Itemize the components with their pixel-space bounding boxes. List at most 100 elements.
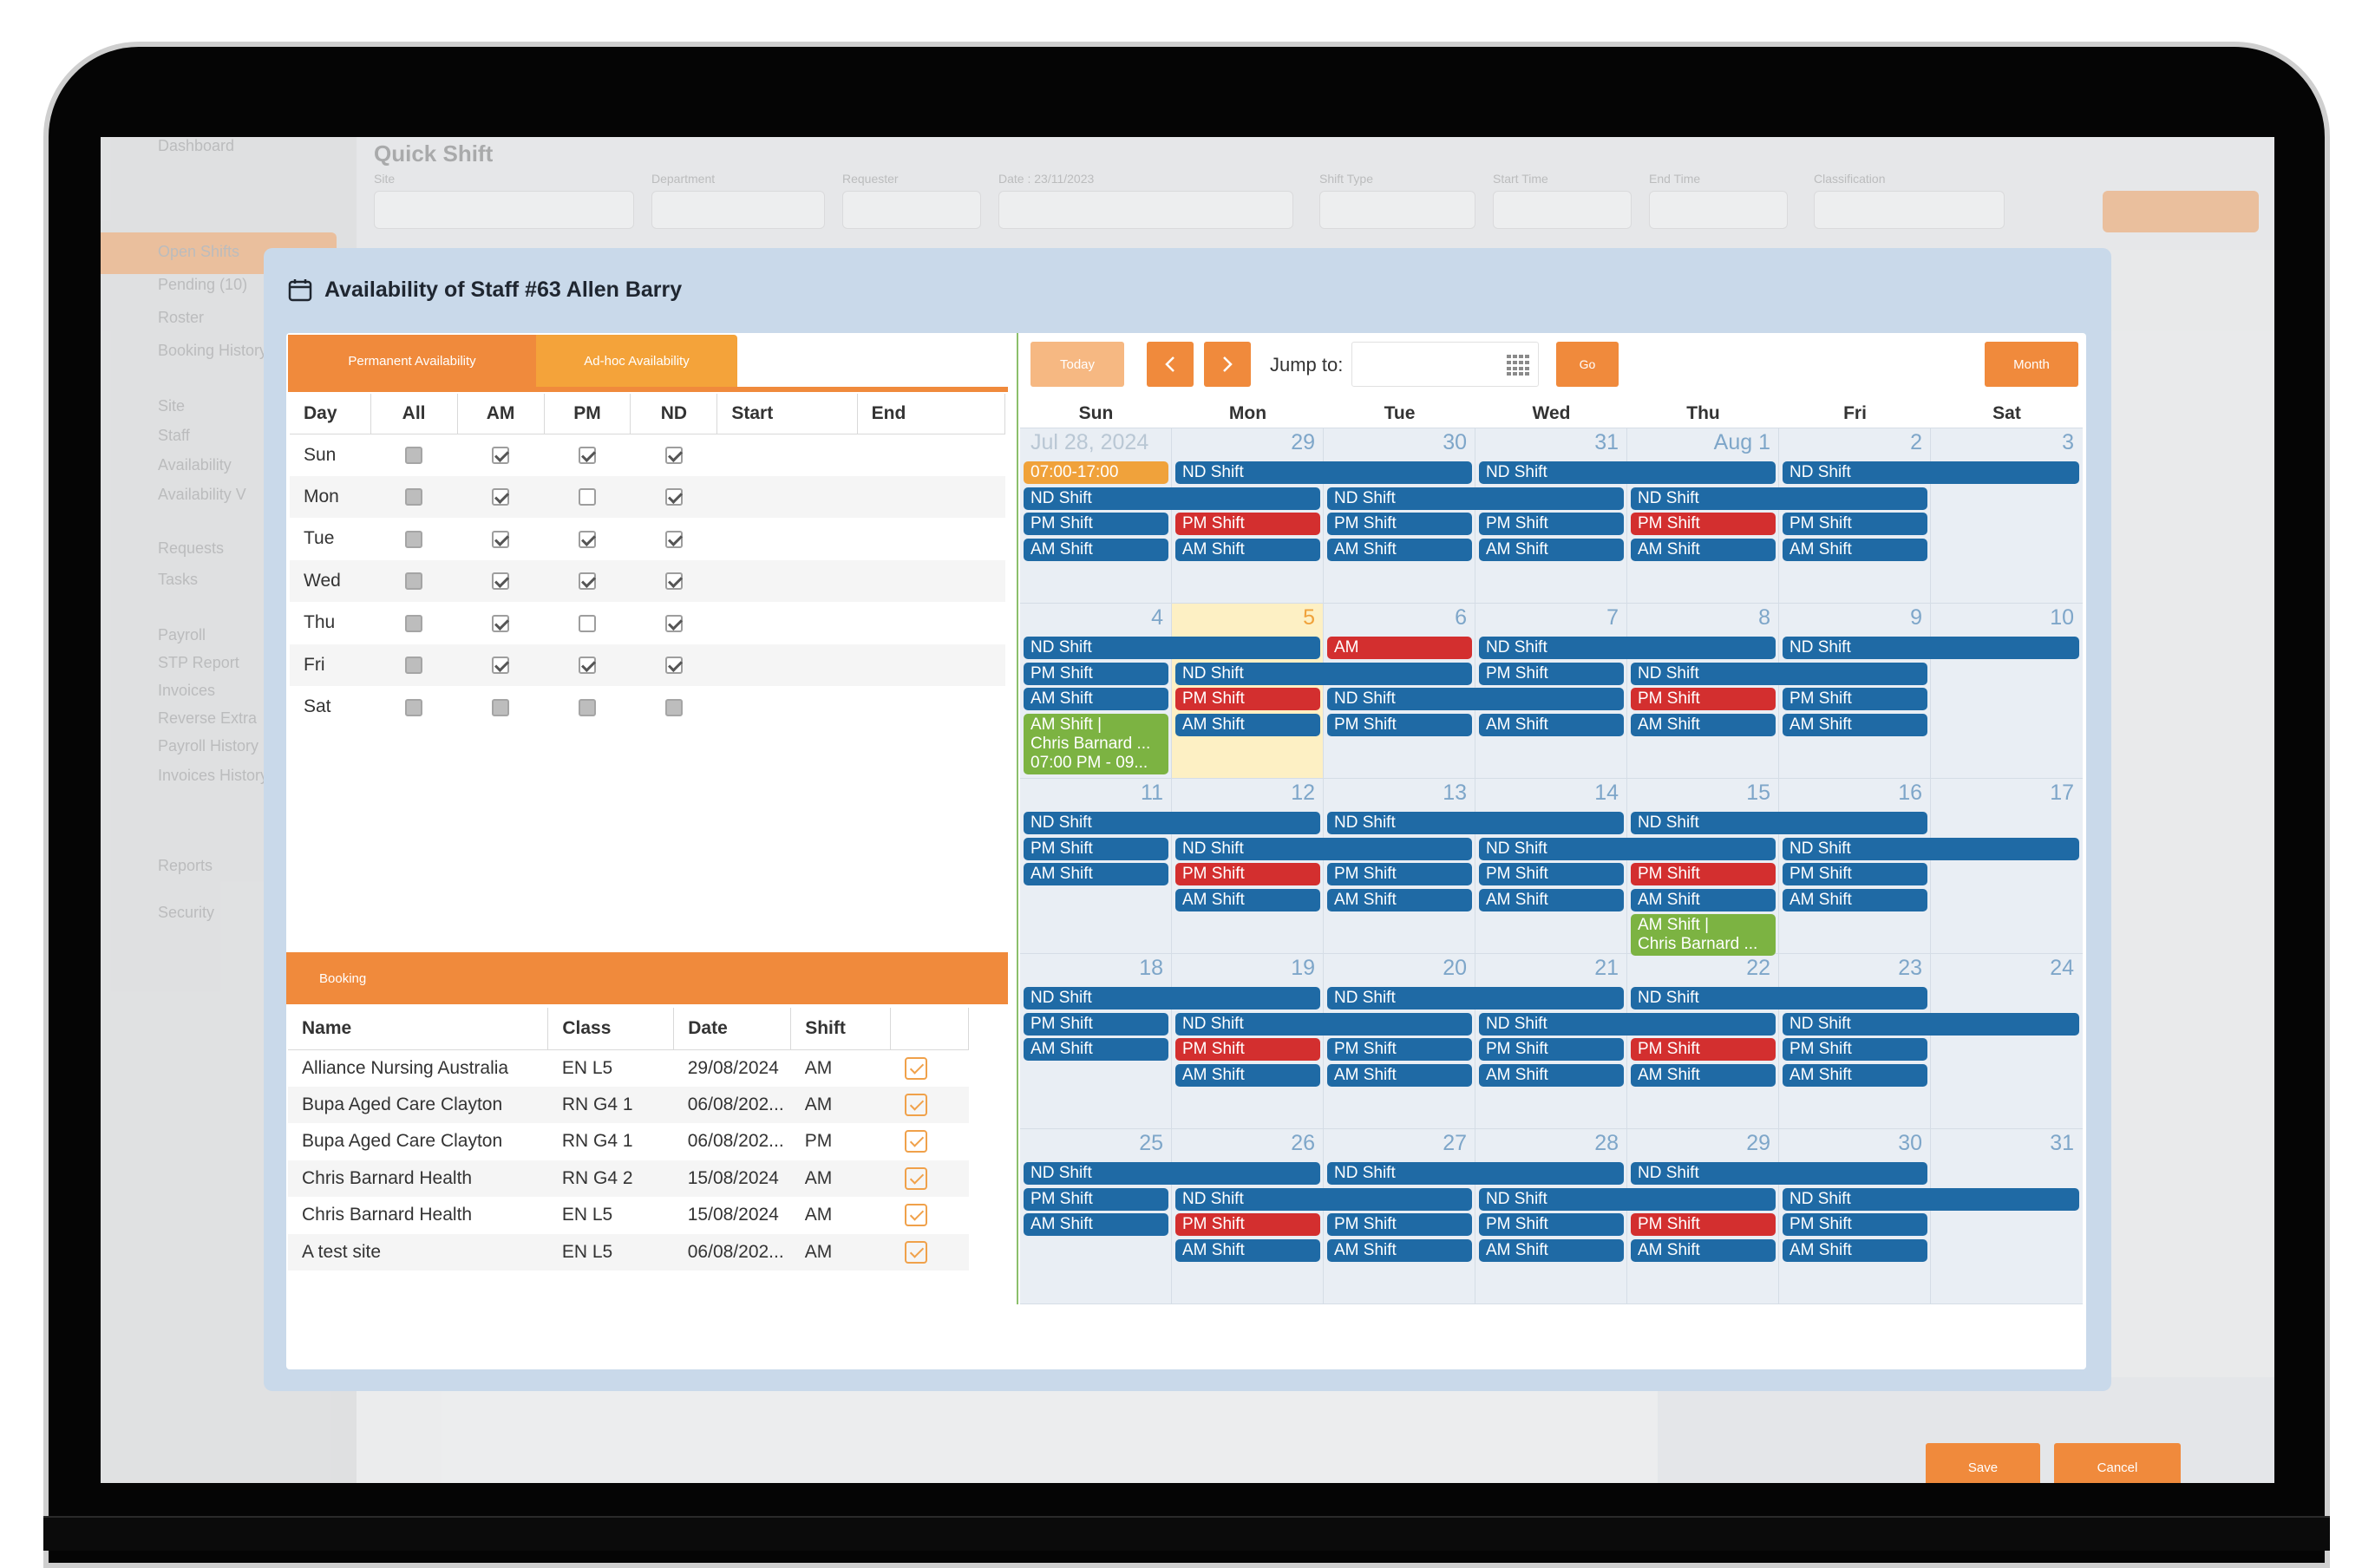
- shift-event[interactable]: PM Shift: [1631, 513, 1776, 535]
- availability-checkbox-all[interactable]: [405, 572, 423, 591]
- availability-start-cell[interactable]: [716, 475, 858, 518]
- availability-checkbox-all[interactable]: [405, 530, 423, 548]
- shift-event[interactable]: AM Shift: [1631, 888, 1776, 911]
- shift-event[interactable]: PM Shift: [1327, 713, 1472, 736]
- shift-event[interactable]: ND Shift: [1631, 662, 1927, 685]
- shift-event[interactable]: AM Shift: [1175, 888, 1320, 911]
- shift-event[interactable]: ND Shift: [1479, 1012, 1776, 1036]
- shift-event[interactable]: AM Shift: [1479, 1063, 1624, 1087]
- calendar-day-cell[interactable]: [1931, 1129, 2083, 1304]
- shift-event[interactable]: PM Shift: [1783, 1038, 1927, 1061]
- calendar-day-cell[interactable]: [1931, 954, 2083, 1129]
- calendar-day-cell[interactable]: [1931, 428, 2083, 604]
- shift-event[interactable]: ND Shift: [1479, 837, 1776, 860]
- shift-event[interactable]: PM Shift: [1631, 688, 1776, 710]
- shift-event[interactable]: AM Shift: [1024, 688, 1168, 710]
- shift-event[interactable]: PM Shift: [1631, 1213, 1776, 1236]
- shift-event[interactable]: PM Shift: [1024, 837, 1168, 860]
- shift-event[interactable]: AM Shift: [1327, 888, 1472, 911]
- booking-row[interactable]: Alliance Nursing Australia EN L5 29/08/202…: [288, 1049, 969, 1087]
- booking-row[interactable]: Bupa Aged Care Clayton RN G4 1 06/08/202..…: [288, 1123, 969, 1160]
- availability-checkbox-all[interactable]: [405, 657, 423, 675]
- shift-event[interactable]: ND Shift: [1175, 1187, 1472, 1211]
- shift-event[interactable]: ND Shift: [1631, 812, 1927, 834]
- shift-event[interactable]: ND Shift: [1024, 812, 1320, 834]
- availability-checkbox-all[interactable]: [405, 614, 423, 632]
- shift-event[interactable]: ND Shift: [1479, 637, 1776, 659]
- shift-event[interactable]: ND Shift: [1327, 688, 1624, 710]
- shift-event[interactable]: AM Shift: [1631, 538, 1776, 561]
- availability-end-cell[interactable]: [857, 559, 1005, 602]
- availability-checkbox-am[interactable]: [492, 698, 510, 716]
- shift-event[interactable]: PM Shift: [1783, 513, 1927, 535]
- availability-end-cell[interactable]: [857, 644, 1005, 686]
- shift-event[interactable]: AM Shift: [1024, 1038, 1168, 1061]
- previous-month-button[interactable]: [1147, 342, 1194, 387]
- availability-checkbox-pm[interactable]: [578, 572, 596, 591]
- availability-checkbox-nd[interactable]: [664, 530, 683, 548]
- shift-event[interactable]: PM Shift: [1327, 1213, 1472, 1236]
- calendar-day-cell[interactable]: [1931, 604, 2083, 779]
- shift-event[interactable]: AM Shift: [1479, 888, 1624, 911]
- shift-event[interactable]: AM Shift: [1024, 538, 1168, 561]
- shift-event[interactable]: PM Shift: [1024, 513, 1168, 535]
- shift-event[interactable]: AM Shift: [1783, 538, 1927, 561]
- shift-event[interactable]: AM Shift: [1327, 538, 1472, 561]
- shift-event[interactable]: AM Shift: [1024, 863, 1168, 885]
- availability-checkbox-nd[interactable]: [664, 698, 683, 716]
- availability-start-cell[interactable]: [717, 518, 857, 560]
- save-button[interactable]: Save: [1926, 1443, 2040, 1483]
- availability-checkbox-am[interactable]: [492, 488, 510, 506]
- booking-checkbox[interactable]: [904, 1056, 927, 1080]
- booking-checkbox[interactable]: [904, 1204, 927, 1227]
- today-button[interactable]: Today: [1030, 342, 1124, 387]
- shift-event[interactable]: ND Shift: [1024, 1162, 1320, 1185]
- shift-event[interactable]: PM Shift: [1631, 1038, 1776, 1061]
- calendar-day-cell[interactable]: [1931, 779, 2083, 954]
- cancel-button[interactable]: Cancel: [2054, 1443, 2181, 1483]
- shift-event[interactable]: AM Shift: [1175, 713, 1320, 736]
- shift-event[interactable]: PM Shift: [1327, 513, 1472, 535]
- tab-permanent-availability[interactable]: Permanent Availability: [288, 335, 536, 387]
- shift-event[interactable]: ND Shift: [1327, 812, 1624, 834]
- shift-event[interactable]: AM Shift: [1479, 1238, 1624, 1262]
- shift-event[interactable]: AM Shift: [1783, 888, 1927, 911]
- shift-event[interactable]: AM Shift: [1631, 1063, 1776, 1087]
- shift-event[interactable]: PM Shift: [1024, 662, 1168, 685]
- shift-event[interactable]: ND Shift: [1024, 987, 1320, 1009]
- tab-adhoc-availability[interactable]: Ad-hoc Availability: [536, 335, 737, 387]
- shift-event[interactable]: ND Shift: [1327, 987, 1624, 1009]
- shift-event[interactable]: AM Shift: [1783, 713, 1927, 736]
- shift-event[interactable]: ND Shift: [1783, 461, 2079, 484]
- shift-event[interactable]: PM Shift: [1024, 1012, 1168, 1036]
- shift-event[interactable]: AM Shift: [1175, 1063, 1320, 1087]
- availability-checkbox-nd[interactable]: [664, 657, 683, 675]
- availability-start-cell[interactable]: [717, 434, 857, 476]
- shift-event[interactable]: PM Shift: [1479, 513, 1624, 535]
- availability-start-cell[interactable]: [717, 686, 857, 728]
- booking-checkbox[interactable]: [904, 1166, 927, 1190]
- availability-checkbox-am[interactable]: [492, 446, 510, 464]
- shift-event[interactable]: PM Shift: [1175, 863, 1320, 885]
- shift-event[interactable]: ND Shift: [1175, 837, 1472, 860]
- availability-checkbox-nd[interactable]: [664, 446, 683, 464]
- availability-checkbox-nd[interactable]: [664, 488, 683, 506]
- shift-event[interactable]: AM Shift | Chris Barnard ...: [1631, 914, 1776, 956]
- shift-event[interactable]: PM Shift: [1327, 1038, 1472, 1061]
- shift-event[interactable]: ND Shift: [1327, 487, 1624, 510]
- booking-row[interactable]: Bupa Aged Care Clayton RN G4 1 06/08/202..…: [288, 1086, 969, 1123]
- shift-event[interactable]: AM: [1327, 637, 1472, 659]
- availability-checkbox-pm[interactable]: [578, 488, 596, 506]
- month-view-button[interactable]: Month: [1985, 342, 2078, 387]
- shift-event[interactable]: PM Shift: [1479, 662, 1624, 685]
- go-button[interactable]: Go: [1556, 342, 1619, 387]
- shift-event[interactable]: AM Shift: [1479, 713, 1624, 736]
- availability-checkbox-am[interactable]: [492, 530, 510, 548]
- availability-checkbox-all[interactable]: [405, 698, 423, 716]
- availability-end-cell[interactable]: [857, 518, 1004, 560]
- availability-end-cell[interactable]: [857, 434, 1004, 476]
- shift-event[interactable]: PM Shift: [1479, 863, 1624, 885]
- shift-event[interactable]: ND Shift: [1327, 1162, 1624, 1185]
- availability-start-cell[interactable]: [716, 644, 858, 686]
- shift-event[interactable]: PM Shift: [1479, 1213, 1624, 1236]
